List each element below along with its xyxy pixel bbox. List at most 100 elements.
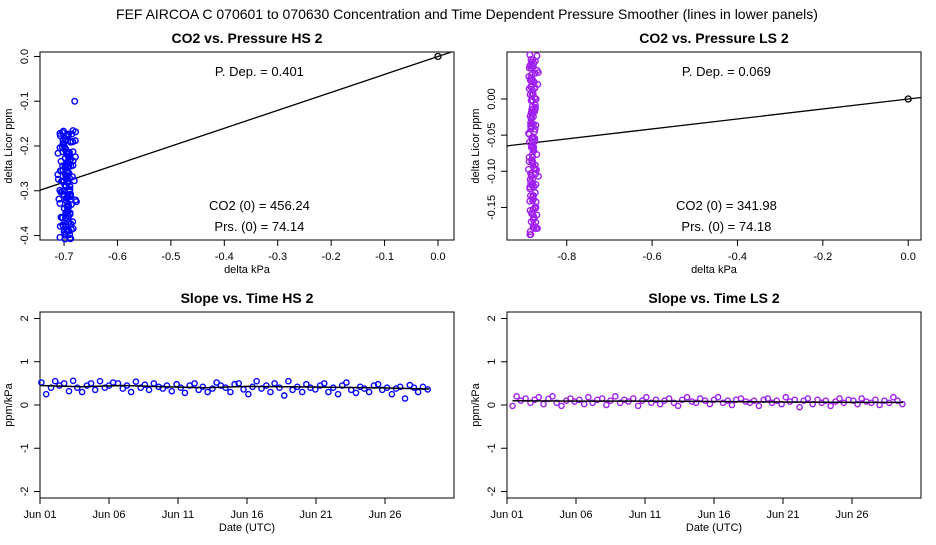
co2-ls-point: [527, 171, 535, 179]
co2-ls-point: [530, 224, 538, 232]
slope-ls-smoother-line: [512, 399, 904, 404]
slope-hs-x-axis-label: Date (UTC): [219, 522, 275, 534]
slope-ls-point: [899, 400, 906, 408]
slope-hs-y-tick-label: -1: [19, 443, 31, 453]
slope-ls-point: [701, 397, 709, 404]
slope-ls-point: [674, 402, 682, 410]
co2-ls-prs-zero-annotation: Prs. (0) = 74.18: [681, 219, 771, 234]
co2-hs-y-tick-label: 0.0: [19, 49, 31, 64]
slope-ls-point: [634, 402, 642, 410]
slope-ls-point: [773, 397, 781, 404]
slope-ls-point: [804, 395, 812, 402]
co2-ls-co2-zero-annotation: CO2 (0) = 341.98: [676, 198, 777, 213]
co2-hs-point: [66, 186, 74, 194]
co2-hs-point: [64, 131, 72, 139]
slope-ls-point: [706, 400, 714, 408]
slope-hs-point: [388, 390, 396, 398]
co2-ls-point: [527, 58, 535, 66]
slope-hs-point: [42, 390, 50, 398]
slope-hs-point: [168, 387, 176, 395]
slope-hs-x-tick-label: Jun 21: [299, 509, 332, 521]
co2-hs-point: [66, 234, 74, 242]
slope-hs-point: [91, 386, 99, 394]
slope-hs-frame: [39, 311, 455, 499]
co2-hs-x-tick-label: -0.2: [322, 251, 341, 263]
co2-hs-point: [71, 97, 79, 105]
co2-hs-y-axis-label: delta Licor ppm: [3, 108, 15, 183]
slope-hs-point: [253, 377, 260, 385]
slope-ls-point: [850, 397, 857, 404]
co2-hs-point: [67, 201, 75, 209]
slope-ls-y-tick-label: -1: [486, 443, 498, 453]
slope-ls-title: Slope vs. Time LS 2: [648, 290, 779, 306]
slope-hs-point: [334, 390, 342, 398]
slope-hs-point: [343, 379, 350, 386]
slope-ls-point: [509, 402, 516, 410]
slope-ls-point: [750, 397, 758, 404]
slope-ls-point: [513, 393, 520, 400]
slope-ls-point: [678, 396, 686, 404]
slope-hs-point: [150, 380, 158, 387]
co2-ls-y-tick-label: 0.00: [486, 88, 498, 109]
slope-ls-point: [558, 402, 565, 410]
slope-hs-x-tick-label: Jun 06: [92, 509, 125, 521]
co2-hs-reference-point: [434, 52, 442, 61]
slope-ls-point: [683, 393, 691, 401]
slope-hs-x-tick-label: Jun 01: [23, 509, 56, 521]
slope-hs-x-tick-label: Jun 26: [368, 509, 401, 521]
slope-ls-y-axis-label: ppm/kPa: [470, 382, 482, 426]
co2-hs-point: [69, 148, 77, 156]
co2-ls-x-tick-label: -0.2: [813, 251, 832, 263]
slope-ls-x-tick-label: Jun 11: [629, 509, 661, 521]
co2-ls-point: [525, 165, 533, 173]
slope-ls-point: [872, 396, 879, 404]
co2-ls-reference-point: [904, 95, 912, 103]
slope-hs-x-tick-label: Jun 16: [230, 509, 263, 521]
slope-hs-y-tick-label: 0: [19, 402, 31, 408]
slope-ls-point: [576, 396, 583, 404]
slope-hs-point: [96, 377, 104, 385]
slope-hs-x-tick-label: Jun 11: [162, 509, 194, 521]
slope-hs-title: Slope vs. Time HS 2: [181, 290, 314, 306]
co2-hs-x-tick-label: -0.3: [268, 251, 287, 263]
slope-hs-point: [181, 389, 189, 397]
slope-ls-point: [652, 396, 660, 404]
slope-ls-x-tick-label: Jun 06: [559, 509, 592, 521]
slope-hs-point: [374, 380, 382, 388]
co2-hs-point: [69, 218, 77, 226]
co2-hs-x-tick-label: -0.7: [55, 251, 74, 263]
slope-hs-point: [163, 382, 171, 389]
slope-hs-point: [267, 388, 274, 396]
slope-hs-point: [280, 392, 288, 399]
slope-hs-point: [263, 382, 270, 389]
co2-hs-x-tick-label: 0.0: [430, 251, 445, 263]
slope-ls-point: [589, 399, 596, 407]
slope-hs-y-tick-label: 2: [19, 315, 31, 321]
slope-hs-point: [78, 388, 86, 396]
co2-hs-x-axis-label: delta kPa: [224, 264, 271, 276]
slope-ls-y-tick-label: 1: [486, 359, 498, 365]
slope-ls-point: [822, 397, 830, 404]
slope-ls-point: [670, 399, 678, 407]
slope-ls-point: [665, 395, 673, 402]
co2-hs-x-tick-label: -0.5: [161, 251, 180, 263]
co2-hs-point: [57, 213, 65, 221]
slope-hs-point: [396, 383, 404, 391]
co2-ls-point: [533, 52, 541, 60]
co2-ls-x-axis-label: delta kPa: [691, 264, 738, 276]
co2-ls-point: [534, 69, 542, 77]
slope-ls-point: [894, 397, 901, 404]
slope-ls-point: [836, 395, 843, 402]
slope-hs-y-tick-label: -2: [19, 487, 31, 497]
slope-hs-point: [132, 378, 140, 385]
co2-ls-pdep-annotation: P. Dep. = 0.069: [682, 64, 771, 79]
slope-ls-point: [796, 403, 803, 411]
slope-hs-point: [69, 377, 77, 385]
slope-hs-point: [285, 377, 292, 385]
slope-hs-point: [414, 388, 422, 396]
slope-ls-point: [876, 401, 883, 409]
slope-ls-point: [890, 393, 897, 401]
co2-ls-point: [526, 231, 534, 239]
